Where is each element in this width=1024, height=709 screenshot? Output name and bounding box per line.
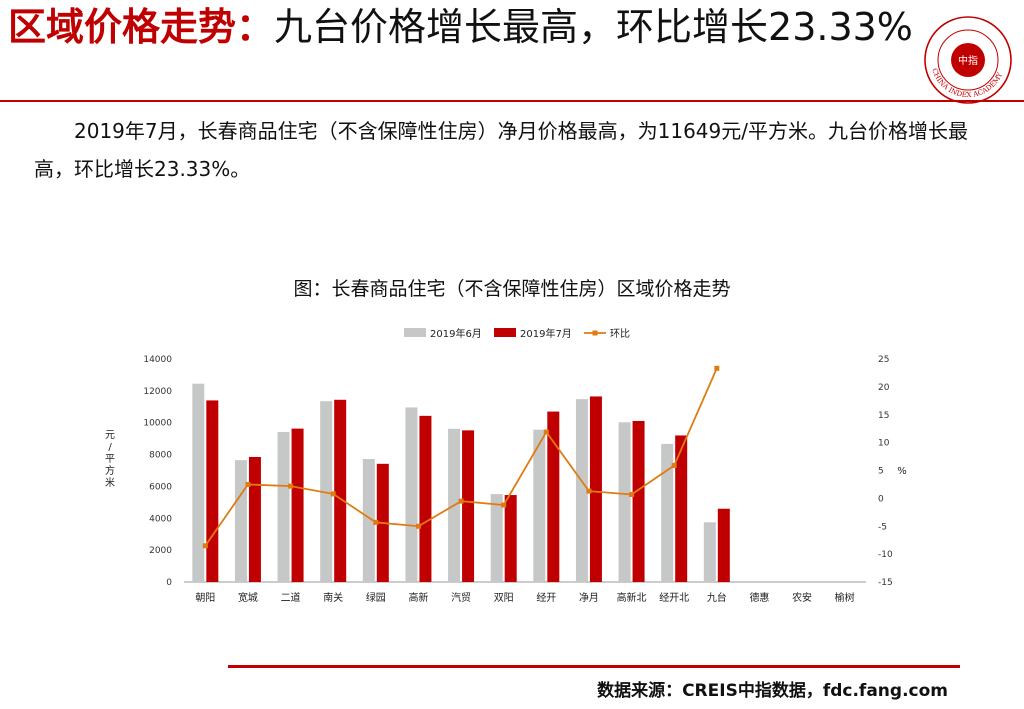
x-tick-label: 净月: [579, 591, 599, 604]
mom-point: [288, 483, 294, 489]
y2-axis-label: %: [897, 466, 907, 477]
mom-point: [415, 523, 421, 529]
bar-jun: [533, 429, 546, 582]
bar-jun: [277, 431, 290, 582]
bar-jun: [234, 460, 247, 582]
y-tick-label: 14000: [143, 355, 172, 365]
bar-jul: [504, 495, 517, 582]
bar-jul: [419, 415, 432, 582]
bar-jun: [575, 399, 588, 582]
summary-text: 2019年7月，长春商品住宅（不含保障性住房）净月价格最高，为11649元/平方…: [34, 119, 968, 181]
legend-marker: [592, 330, 598, 336]
legend-swatch: [404, 328, 426, 337]
bar-jul: [248, 456, 261, 582]
y2-tick-label: -5: [878, 522, 887, 532]
footer-divider: [228, 665, 960, 668]
mom-point: [629, 491, 635, 497]
x-tick-label: 德惠: [749, 591, 769, 604]
y-axis-label-char: /: [108, 442, 112, 453]
x-tick-label: 经开北: [659, 591, 689, 604]
title-accent: 区域价格走势：: [8, 5, 275, 49]
bar-jul: [589, 396, 602, 582]
x-tick-label: 朝阳: [195, 592, 215, 604]
x-tick-label: 榆树: [835, 591, 855, 604]
x-tick-label: 高新: [408, 591, 428, 604]
y-tick-label: 8000: [149, 451, 172, 461]
bar-jun: [362, 459, 375, 582]
y2-tick-label: 5: [878, 467, 884, 477]
bar-jun: [320, 401, 333, 582]
mom-point: [202, 543, 208, 549]
y-axis-label-char: 方: [105, 464, 115, 477]
y-axis-label-char: 平: [105, 454, 115, 465]
x-tick-label: 农安: [792, 591, 812, 604]
mom-point: [458, 498, 464, 504]
data-source: 数据来源：CREIS中指数据，fdc.fang.com: [597, 681, 948, 701]
mom-point: [586, 488, 592, 494]
bar-jul: [675, 435, 688, 582]
mom-point: [543, 429, 549, 435]
legend-label: 环比: [610, 328, 630, 340]
mom-point: [373, 519, 379, 525]
y2-tick-label: 15: [878, 411, 889, 421]
legend-swatch: [494, 328, 516, 337]
page-title: 区域价格走势：九台价格增长最高，环比增长23.33%: [8, 4, 918, 50]
bar-jun: [618, 422, 631, 582]
x-tick-label: 汽贸: [451, 591, 471, 604]
y-axis-label-char: 米: [105, 476, 115, 489]
x-tick-label: 高新北: [617, 591, 647, 604]
x-tick-label: 双阳: [494, 592, 514, 604]
y-tick-label: 10000: [143, 419, 172, 429]
y2-tick-label: 0: [878, 494, 884, 504]
mom-point: [245, 481, 251, 487]
bar-jun: [192, 383, 205, 582]
bar-jun: [405, 407, 418, 582]
bar-jun: [490, 494, 503, 582]
bar-jul: [462, 430, 475, 582]
x-tick-label: 九台: [707, 591, 727, 604]
y-tick-label: 12000: [143, 387, 172, 397]
x-tick-label: 南关: [323, 591, 343, 604]
x-tick-label: 经开: [536, 591, 556, 604]
y-tick-label: 2000: [149, 546, 172, 556]
bar-jun: [703, 522, 716, 582]
china-index-academy-logo-icon: CHINA INDEX ACADEMY 中指: [924, 16, 1012, 104]
y-axis-label-char: 元: [105, 430, 115, 441]
summary-paragraph: 2019年7月，长春商品住宅（不含保障性住房）净月价格最高，为11649元/平方…: [34, 112, 994, 188]
y2-tick-label: 20: [878, 383, 890, 393]
bar-jun: [661, 443, 674, 582]
bar-jul: [717, 508, 730, 582]
legend-label: 2019年6月: [430, 327, 482, 340]
y-tick-label: 4000: [149, 514, 172, 524]
mom-point: [330, 491, 336, 497]
mom-point: [714, 365, 720, 371]
bar-jul: [547, 411, 560, 582]
y2-tick-label: -10: [878, 550, 893, 560]
y2-tick-label: 10: [878, 439, 890, 449]
bar-jul: [206, 400, 219, 582]
y2-tick-label: 25: [878, 355, 889, 365]
y-tick-label: 6000: [149, 482, 172, 492]
bar-jul: [632, 420, 645, 582]
mom-point: [671, 462, 677, 468]
x-tick-label: 宽城: [238, 591, 258, 604]
x-tick-label: 绿园: [366, 591, 386, 604]
mom-point: [501, 502, 507, 508]
header-divider: [0, 100, 1024, 102]
bar-jul: [291, 428, 304, 582]
bar-jul: [334, 399, 347, 582]
title-rest: 九台价格增长最高，环比增长23.33%: [274, 5, 913, 49]
x-tick-label: 二道: [281, 591, 301, 604]
logo-center-text: 中指: [958, 54, 978, 67]
chart-title: 图：长春商品住宅（不含保障性住房）区域价格走势: [293, 278, 731, 300]
legend-label: 2019年7月: [520, 327, 572, 340]
y-tick-label: 0: [166, 578, 172, 588]
y2-tick-label: -15: [878, 578, 893, 588]
